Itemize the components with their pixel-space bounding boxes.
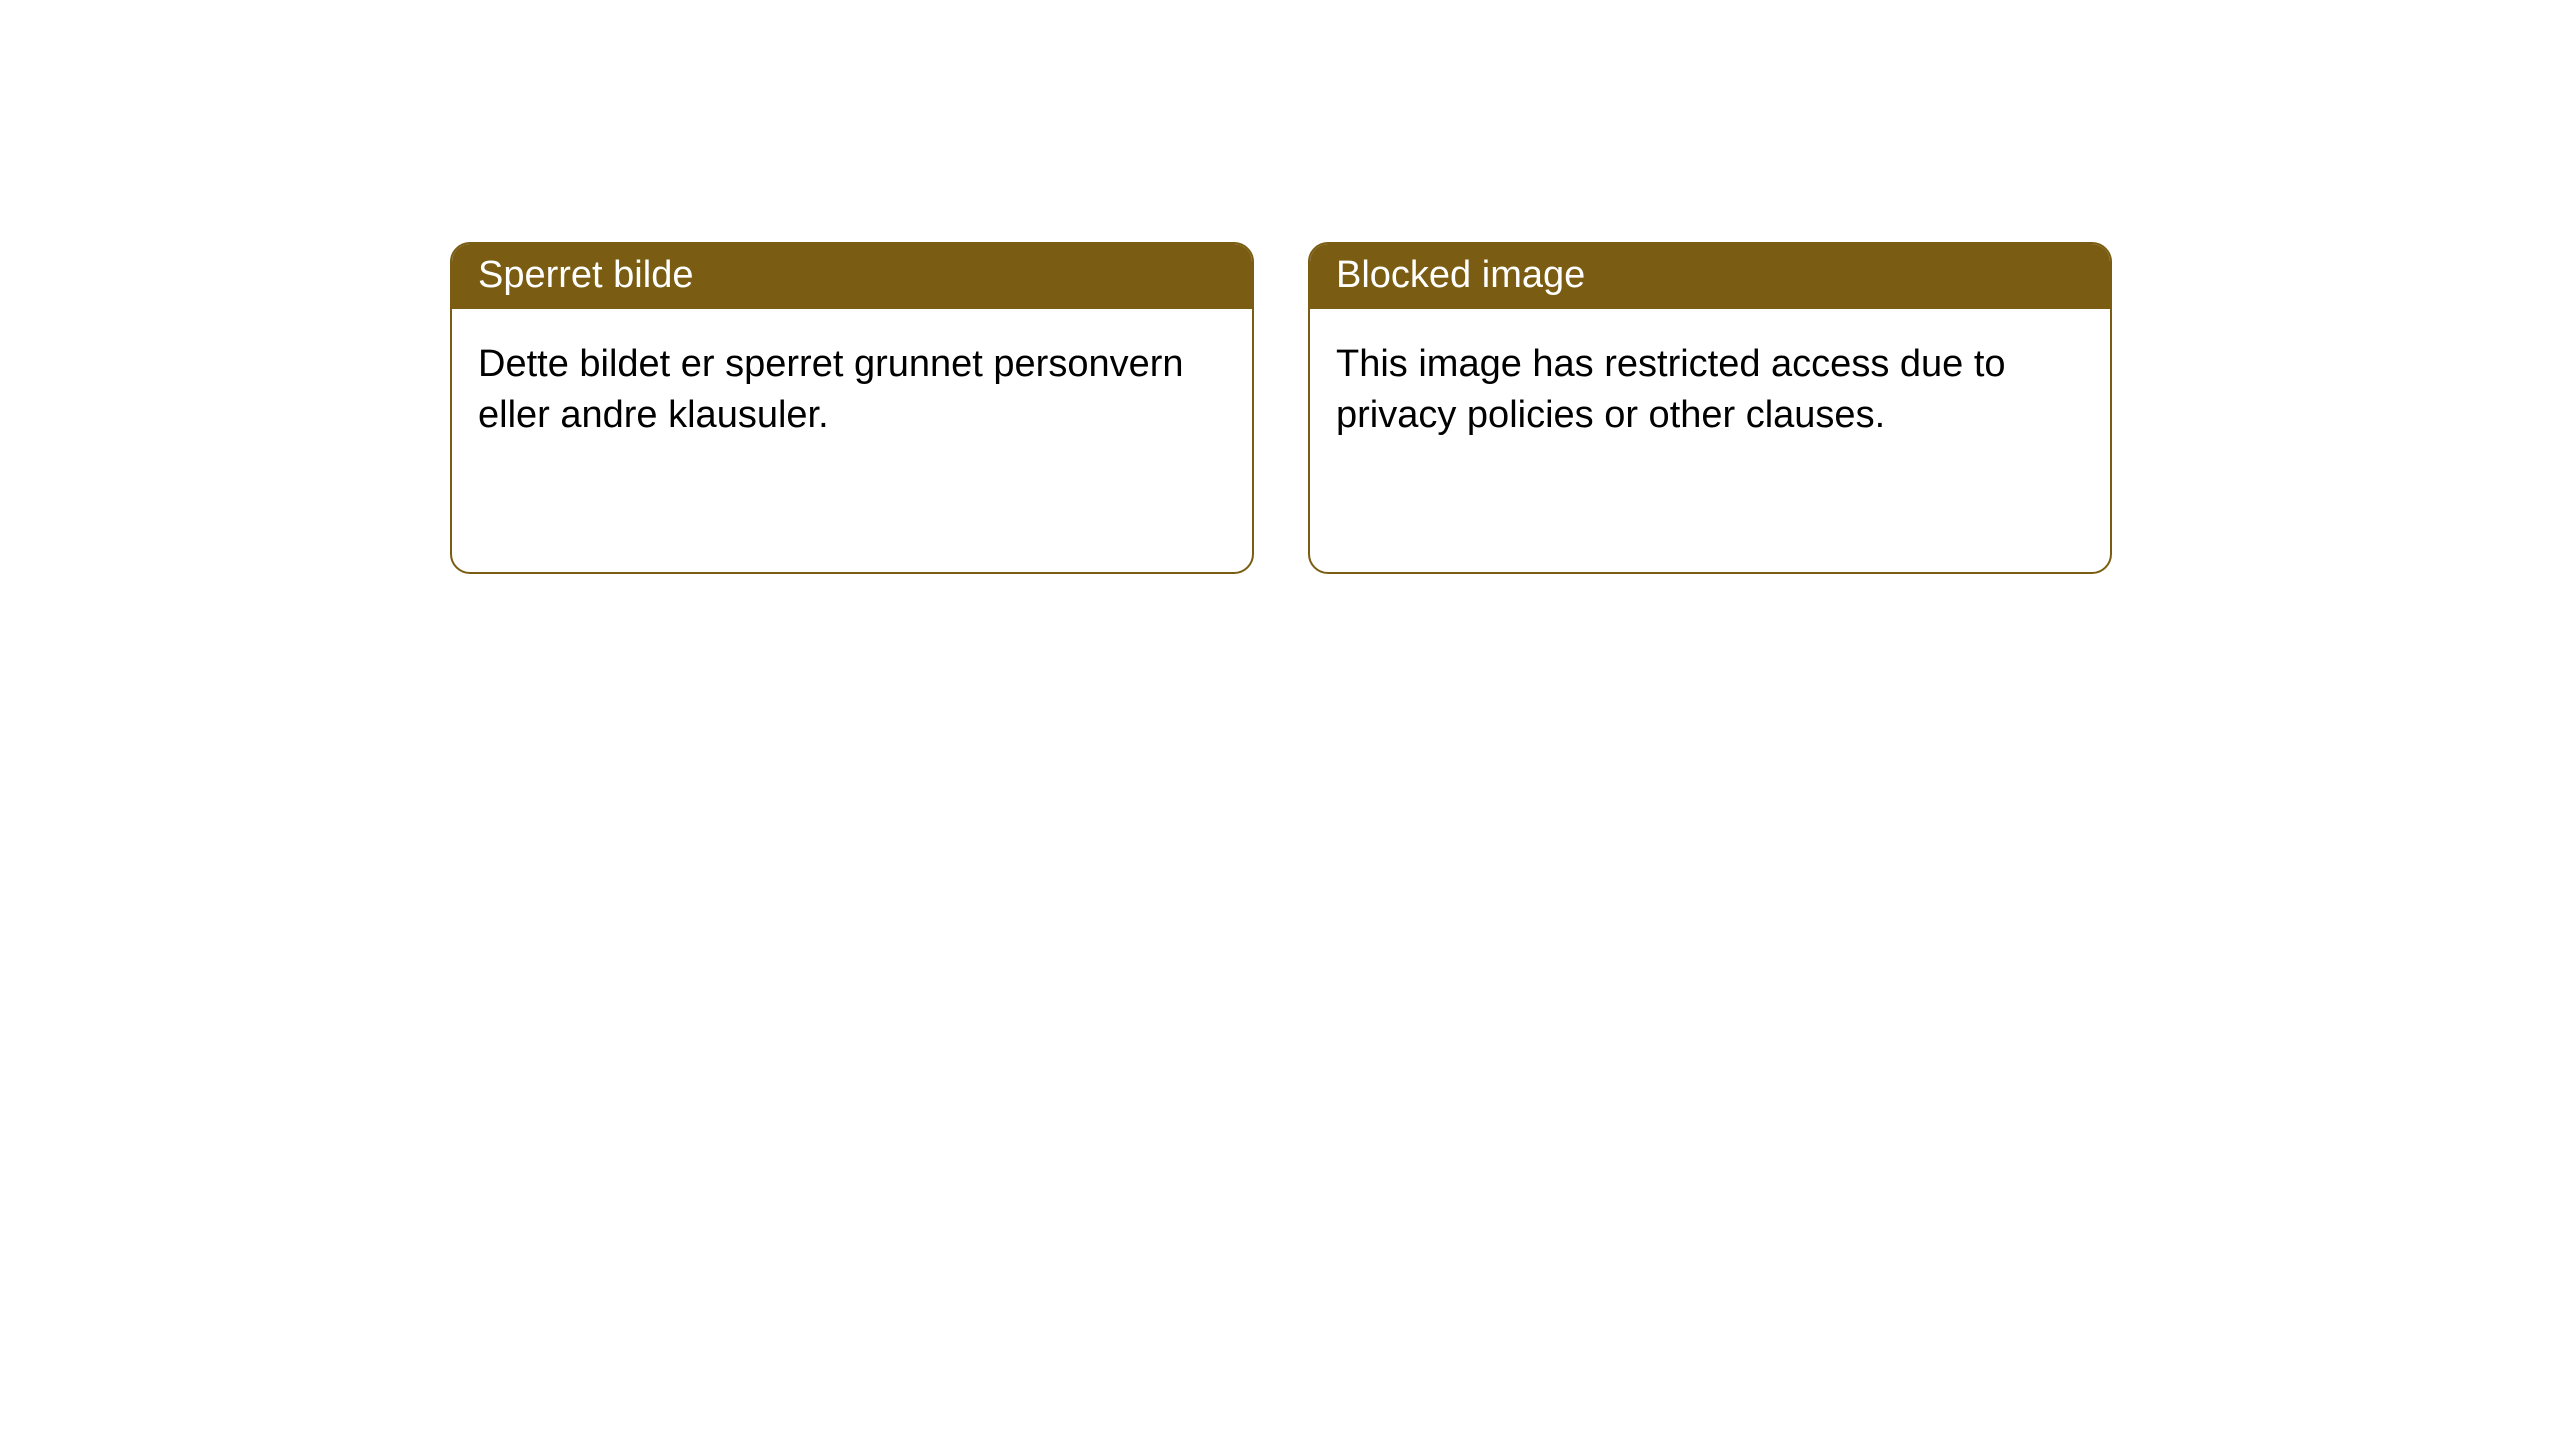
card-title: Blocked image [1336, 254, 1585, 296]
notice-card-norwegian: Sperret bilde Dette bildet er sperret gr… [450, 242, 1254, 574]
card-header: Sperret bilde [452, 244, 1252, 309]
notice-card-english: Blocked image This image has restricted … [1308, 242, 2112, 574]
card-body: This image has restricted access due to … [1310, 309, 2110, 472]
card-body: Dette bildet er sperret grunnet personve… [452, 309, 1252, 472]
card-body-text: This image has restricted access due to … [1336, 343, 2006, 436]
card-title: Sperret bilde [478, 254, 693, 296]
card-body-text: Dette bildet er sperret grunnet personve… [478, 343, 1184, 436]
card-header: Blocked image [1310, 244, 2110, 309]
notice-container: Sperret bilde Dette bildet er sperret gr… [0, 0, 2560, 574]
